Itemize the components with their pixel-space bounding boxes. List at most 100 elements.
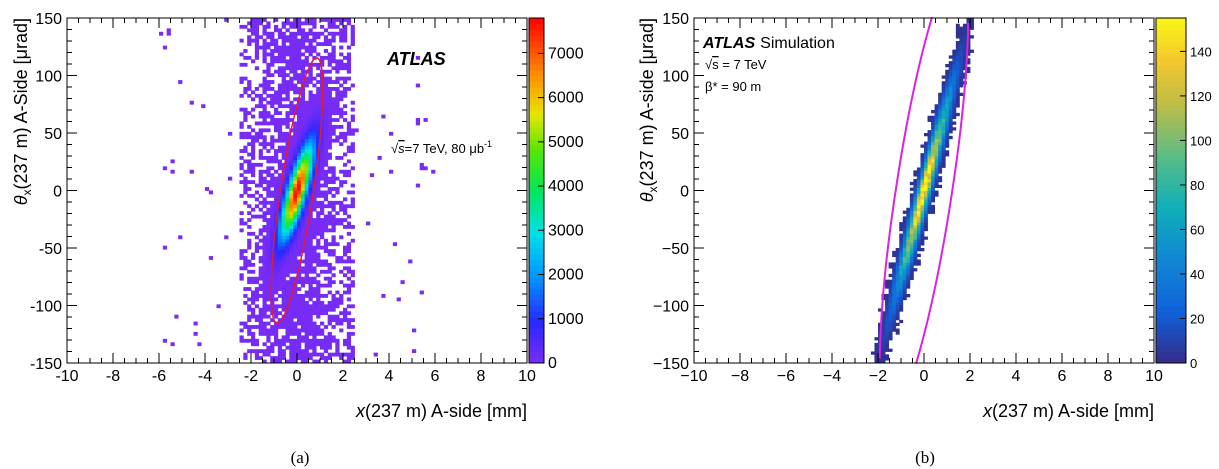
heatmap-cell <box>885 302 890 306</box>
heatmap-cell <box>270 297 275 302</box>
heatmap-cell <box>945 95 950 99</box>
heatmap-cell <box>277 235 283 240</box>
heatmap-cell <box>934 110 939 114</box>
heatmap-cell <box>312 138 317 143</box>
heatmap-cell <box>966 20 971 25</box>
heatmap-cell <box>327 342 332 347</box>
heatmap-cell <box>909 199 914 203</box>
heatmap-cell <box>304 204 309 209</box>
heatmap-cell <box>346 45 352 50</box>
heatmap-cell <box>874 360 879 363</box>
heatmap-cell <box>285 21 290 26</box>
heatmap-cell <box>323 183 329 188</box>
heatmap-cell <box>266 173 271 178</box>
heatmap-cell <box>297 152 302 157</box>
heatmap-cell <box>277 59 283 64</box>
heatmap-cell <box>959 55 964 59</box>
heatmap-cell <box>251 173 256 178</box>
heatmap-cell <box>281 156 286 160</box>
heatmap-cell <box>881 311 886 315</box>
heatmap-cell <box>934 144 939 148</box>
colorbar-tick-label: 80 <box>1190 178 1204 193</box>
heatmap-cell <box>323 214 329 219</box>
heatmap-cell <box>343 111 348 115</box>
heatmap-cell <box>931 138 936 143</box>
heatmap-cell <box>346 173 352 178</box>
heatmap-cell <box>966 69 971 74</box>
heatmap-cell <box>909 271 914 275</box>
heatmap-cell <box>274 200 279 205</box>
heatmap-cell <box>239 338 244 343</box>
heatmap-cell <box>297 183 302 188</box>
heatmap-cell <box>285 294 290 298</box>
heatmap-cell <box>885 334 890 338</box>
heatmap-cell <box>293 149 298 153</box>
heatmap-cell <box>251 311 256 316</box>
heatmap-cell <box>300 294 306 298</box>
heatmap-cell <box>323 118 329 122</box>
heatmap-cell <box>274 93 279 98</box>
heatmap-cell <box>885 311 890 315</box>
heatmap-cell <box>300 304 306 309</box>
colorbar-segment <box>1156 190 1186 197</box>
heatmap-cell <box>304 76 309 81</box>
heatmap-cell <box>297 38 302 43</box>
heatmap-cell <box>308 200 313 205</box>
x-axis-rest-b: (237 m) A-side [mm] <box>992 401 1154 421</box>
x-tick-label: -6 <box>152 368 166 385</box>
heatmap-cell <box>293 152 298 157</box>
heatmap-cell <box>906 227 911 232</box>
heatmap-cell <box>920 219 925 223</box>
heatmap-cell <box>323 325 329 329</box>
heatmap-cell <box>938 124 943 128</box>
heatmap-cell <box>274 90 279 95</box>
heatmap-cell <box>909 204 914 209</box>
heatmap-cell <box>415 183 421 188</box>
heatmap-cell <box>343 90 348 95</box>
heatmap-cell <box>927 147 932 151</box>
heatmap-cell <box>189 169 194 174</box>
heatmap-cell <box>285 49 290 53</box>
heatmap-cell <box>913 187 918 191</box>
heatmap-cell <box>293 131 298 136</box>
heatmap-cell <box>251 307 256 312</box>
heatmap-cell <box>881 334 886 338</box>
heatmap-cell <box>945 118 950 122</box>
heatmap-cell <box>895 328 900 332</box>
heatmap-cell <box>350 118 355 122</box>
heatmap-cell <box>895 273 900 278</box>
heatmap-cell <box>343 62 348 67</box>
heatmap-cell <box>955 75 960 79</box>
heatmap-cell <box>262 52 267 57</box>
heatmap-cell <box>931 133 936 137</box>
heatmap-cell <box>285 259 290 264</box>
heatmap-cell <box>909 210 914 214</box>
heatmap-cell <box>323 149 329 153</box>
heatmap-cell <box>346 331 352 336</box>
heatmap-cell <box>931 156 936 160</box>
heatmap-cell <box>346 290 352 295</box>
heatmap-cell <box>285 300 290 305</box>
heatmap-cell <box>895 253 900 258</box>
heatmap-cell <box>948 121 953 125</box>
heatmap-cell <box>339 221 344 226</box>
heatmap-cell <box>419 290 424 295</box>
heatmap-cell <box>327 200 332 205</box>
heatmap-cell <box>277 259 283 264</box>
heatmap-cell <box>350 356 355 360</box>
heatmap-cell <box>289 231 294 236</box>
y-tick-label: −50 <box>662 241 689 258</box>
heatmap-cell <box>959 43 964 48</box>
heatmap-cell <box>931 118 936 122</box>
y-tick-label: −100 <box>653 299 689 316</box>
heatmap-cell <box>293 242 298 247</box>
heatmap-cell <box>239 124 244 129</box>
heatmap-cell <box>350 325 355 329</box>
colorbar-segment <box>529 87 544 94</box>
heatmap-cell <box>312 321 317 326</box>
heatmap-cell <box>906 271 911 275</box>
heatmap-cell <box>266 200 271 205</box>
y-tick-label: 0 <box>53 184 62 201</box>
heatmap-cell <box>331 166 336 171</box>
heatmap-cell <box>913 230 918 235</box>
